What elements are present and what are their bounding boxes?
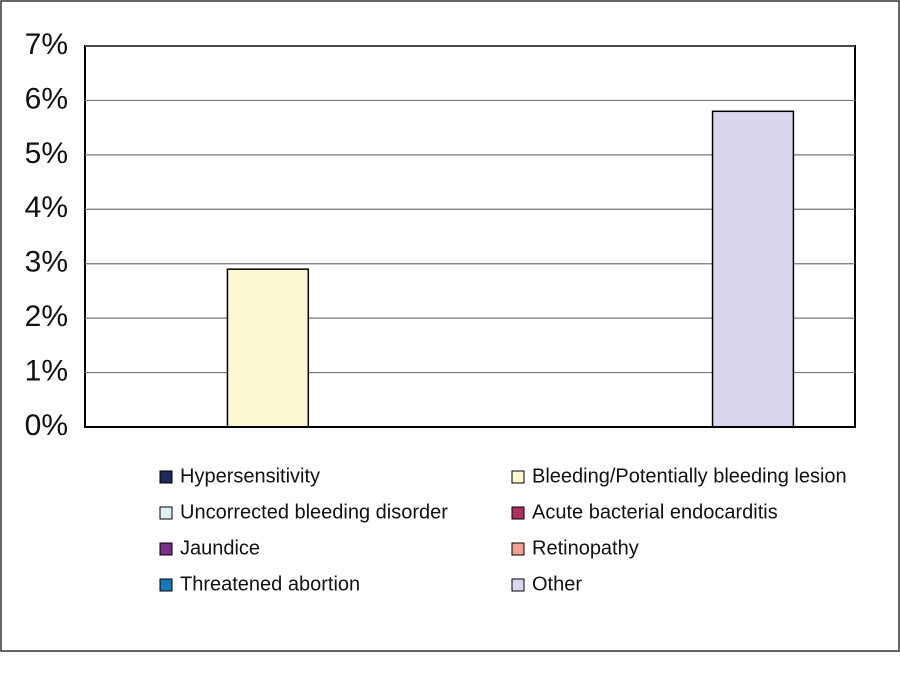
legend-swatch — [159, 542, 173, 556]
y-tick-label: 0% — [25, 409, 68, 442]
legend-label: Threatened abortion — [180, 573, 360, 595]
legend-label: Uncorrected bleeding disorder — [180, 501, 448, 523]
legend-swatch — [511, 470, 525, 484]
y-tick-label: 4% — [25, 191, 68, 224]
legend-label: Other — [532, 573, 582, 595]
y-tick-label: 5% — [25, 137, 68, 170]
y-tick-label: 6% — [25, 82, 68, 115]
legend-swatch — [159, 470, 173, 484]
bar — [226, 268, 310, 428]
y-tick-label: 3% — [25, 246, 68, 279]
legend-label: Retinopathy — [532, 537, 639, 559]
legend-swatch — [511, 542, 525, 556]
legend-label: Acute bacterial endocarditis — [532, 501, 778, 523]
y-tick-label: 2% — [25, 300, 68, 333]
bar — [711, 110, 795, 428]
legend-label: Bleeding/Potentially bleeding lesion — [532, 465, 847, 487]
y-tick-label: 7% — [25, 28, 68, 61]
y-tick-label: 1% — [25, 354, 68, 387]
legend-swatch — [159, 506, 173, 520]
legend-label: Hypersensitivity — [180, 465, 320, 487]
legend-swatch — [511, 506, 525, 520]
legend-swatch — [511, 578, 525, 592]
legend-swatch — [159, 578, 173, 592]
legend-label: Jaundice — [180, 537, 260, 559]
